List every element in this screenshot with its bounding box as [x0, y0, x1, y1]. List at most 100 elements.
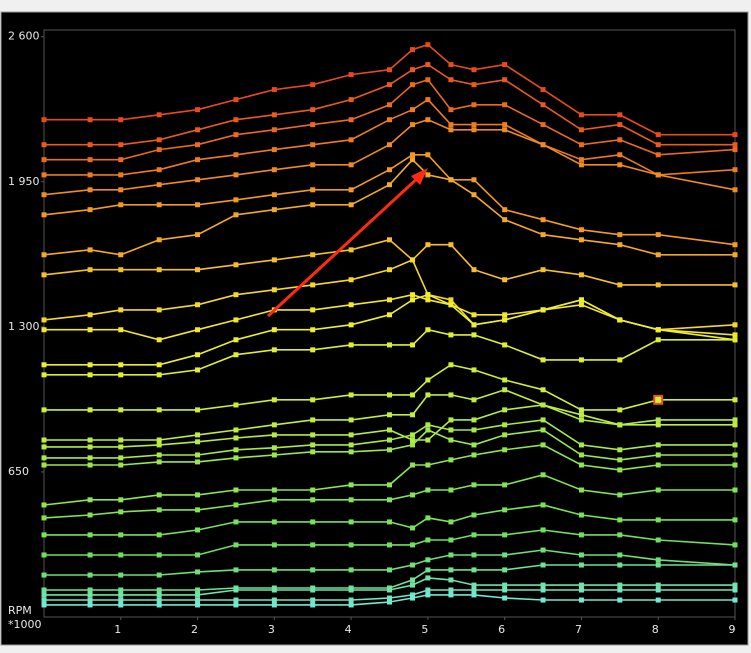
point [732, 167, 738, 173]
point [425, 62, 431, 68]
point [156, 337, 162, 343]
point [617, 242, 623, 248]
point [348, 392, 354, 398]
point [502, 312, 508, 318]
point [271, 487, 277, 493]
point [540, 217, 546, 223]
point [348, 449, 354, 455]
point [118, 267, 124, 273]
point [471, 442, 477, 448]
point [195, 569, 201, 575]
y-tick-label: 1 300 [8, 320, 40, 333]
point [471, 367, 477, 373]
point [448, 487, 454, 493]
point [540, 427, 546, 433]
point [617, 122, 623, 128]
point [310, 567, 316, 573]
point [425, 587, 431, 593]
point [448, 587, 454, 593]
point [156, 267, 162, 273]
point [540, 547, 546, 553]
point [195, 597, 201, 603]
point [410, 157, 416, 163]
series-line [44, 328, 735, 376]
point [578, 442, 584, 448]
point [471, 267, 477, 273]
point [310, 202, 316, 208]
point [41, 317, 47, 323]
point [502, 62, 508, 68]
point [471, 82, 477, 88]
point [156, 602, 162, 608]
point [233, 97, 239, 103]
point [655, 582, 661, 588]
point [271, 432, 277, 438]
point [410, 592, 416, 598]
point [617, 562, 623, 568]
point [410, 542, 416, 548]
point [41, 157, 47, 163]
point [471, 192, 477, 198]
x-tick-label: 2 [191, 623, 198, 636]
point [87, 587, 93, 593]
point [310, 417, 316, 423]
point [617, 407, 623, 413]
point [502, 127, 508, 133]
point [310, 107, 316, 113]
series-line [44, 529, 736, 556]
point [271, 287, 277, 293]
point [271, 112, 277, 118]
point [271, 257, 277, 263]
point [156, 182, 162, 188]
point [578, 552, 584, 558]
point [655, 282, 661, 288]
point [87, 312, 93, 318]
point [425, 537, 431, 543]
point [87, 267, 93, 273]
point [195, 327, 201, 333]
point [195, 407, 201, 413]
point [387, 519, 392, 525]
point [655, 422, 661, 428]
point [471, 567, 477, 573]
series-line [44, 98, 736, 176]
point [156, 459, 162, 465]
point [118, 602, 124, 608]
series-line [44, 293, 736, 341]
point [448, 242, 454, 248]
point [310, 602, 316, 608]
point [732, 462, 738, 468]
point [195, 602, 201, 608]
point [540, 387, 546, 393]
point [195, 459, 201, 465]
point [310, 252, 316, 258]
point [348, 567, 354, 573]
point [87, 187, 93, 193]
point [87, 462, 93, 468]
point [732, 147, 738, 153]
point [410, 492, 416, 498]
point [233, 172, 239, 178]
point [578, 452, 584, 458]
point [271, 127, 277, 133]
point [233, 197, 239, 203]
point [118, 187, 124, 193]
point [448, 427, 454, 433]
point [471, 67, 477, 73]
point [310, 497, 316, 503]
point [448, 417, 454, 423]
point [502, 277, 508, 283]
point [502, 587, 508, 593]
point [387, 67, 392, 73]
point [448, 592, 454, 598]
point [156, 552, 162, 558]
point [348, 342, 354, 348]
point [448, 552, 454, 558]
point [156, 362, 162, 368]
point [156, 137, 162, 143]
point [732, 397, 738, 403]
point [387, 412, 392, 418]
point [310, 442, 316, 448]
point [471, 552, 477, 558]
point [410, 82, 416, 88]
